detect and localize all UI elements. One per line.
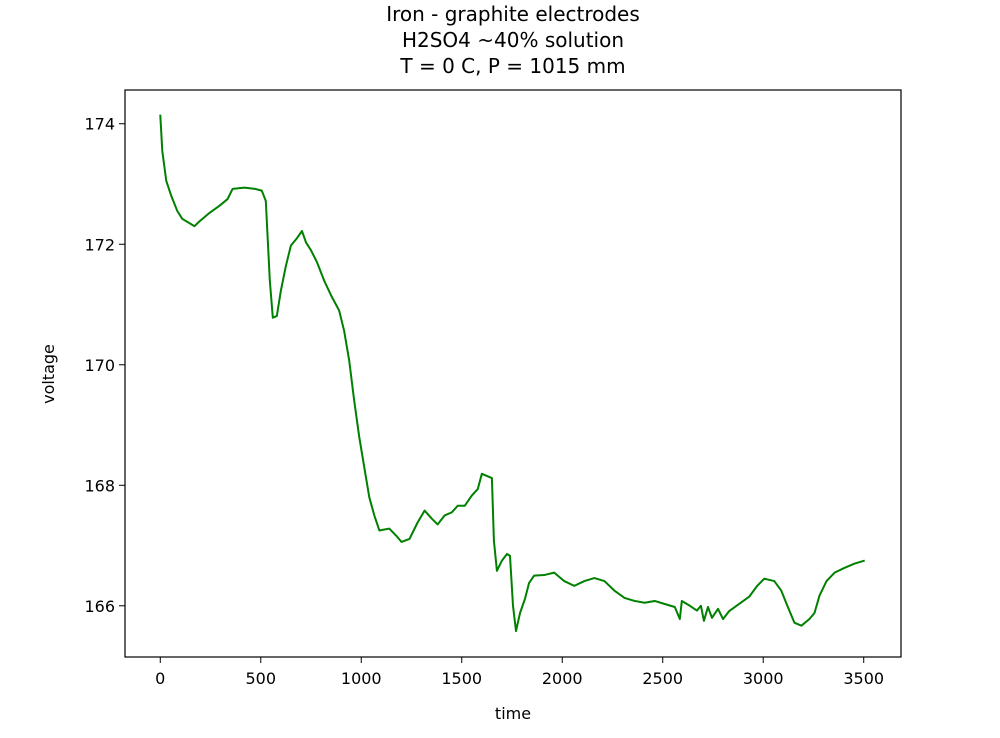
chart-title: Iron - graphite electrodes: [386, 2, 640, 26]
x-tick-label: 1000: [341, 669, 382, 688]
x-tick-label: 1500: [441, 669, 482, 688]
y-tick-label: 172: [84, 235, 115, 254]
data-line: [159, 114, 866, 633]
plot-frame: [124, 89, 902, 658]
x-tick-label: 0: [155, 669, 165, 688]
y-tick-label: 174: [84, 115, 115, 134]
y-tick-label: 170: [84, 356, 115, 375]
y-tick-label: 166: [84, 597, 115, 616]
x-tick-label: 2000: [542, 669, 583, 688]
y-axis-label: voltage: [39, 344, 58, 404]
x-axis-label: time: [495, 704, 531, 723]
chart-subtitle: T = 0 C, P = 1015 mm: [399, 54, 625, 78]
x-tick-label: 2500: [642, 669, 683, 688]
chart-subtitle: H2SO4 ~40% solution: [402, 28, 624, 52]
x-tick-label: 3500: [843, 669, 884, 688]
x-tick-label: 500: [245, 669, 276, 688]
x-tick-label: 3000: [743, 669, 784, 688]
y-tick-label: 168: [84, 476, 115, 495]
